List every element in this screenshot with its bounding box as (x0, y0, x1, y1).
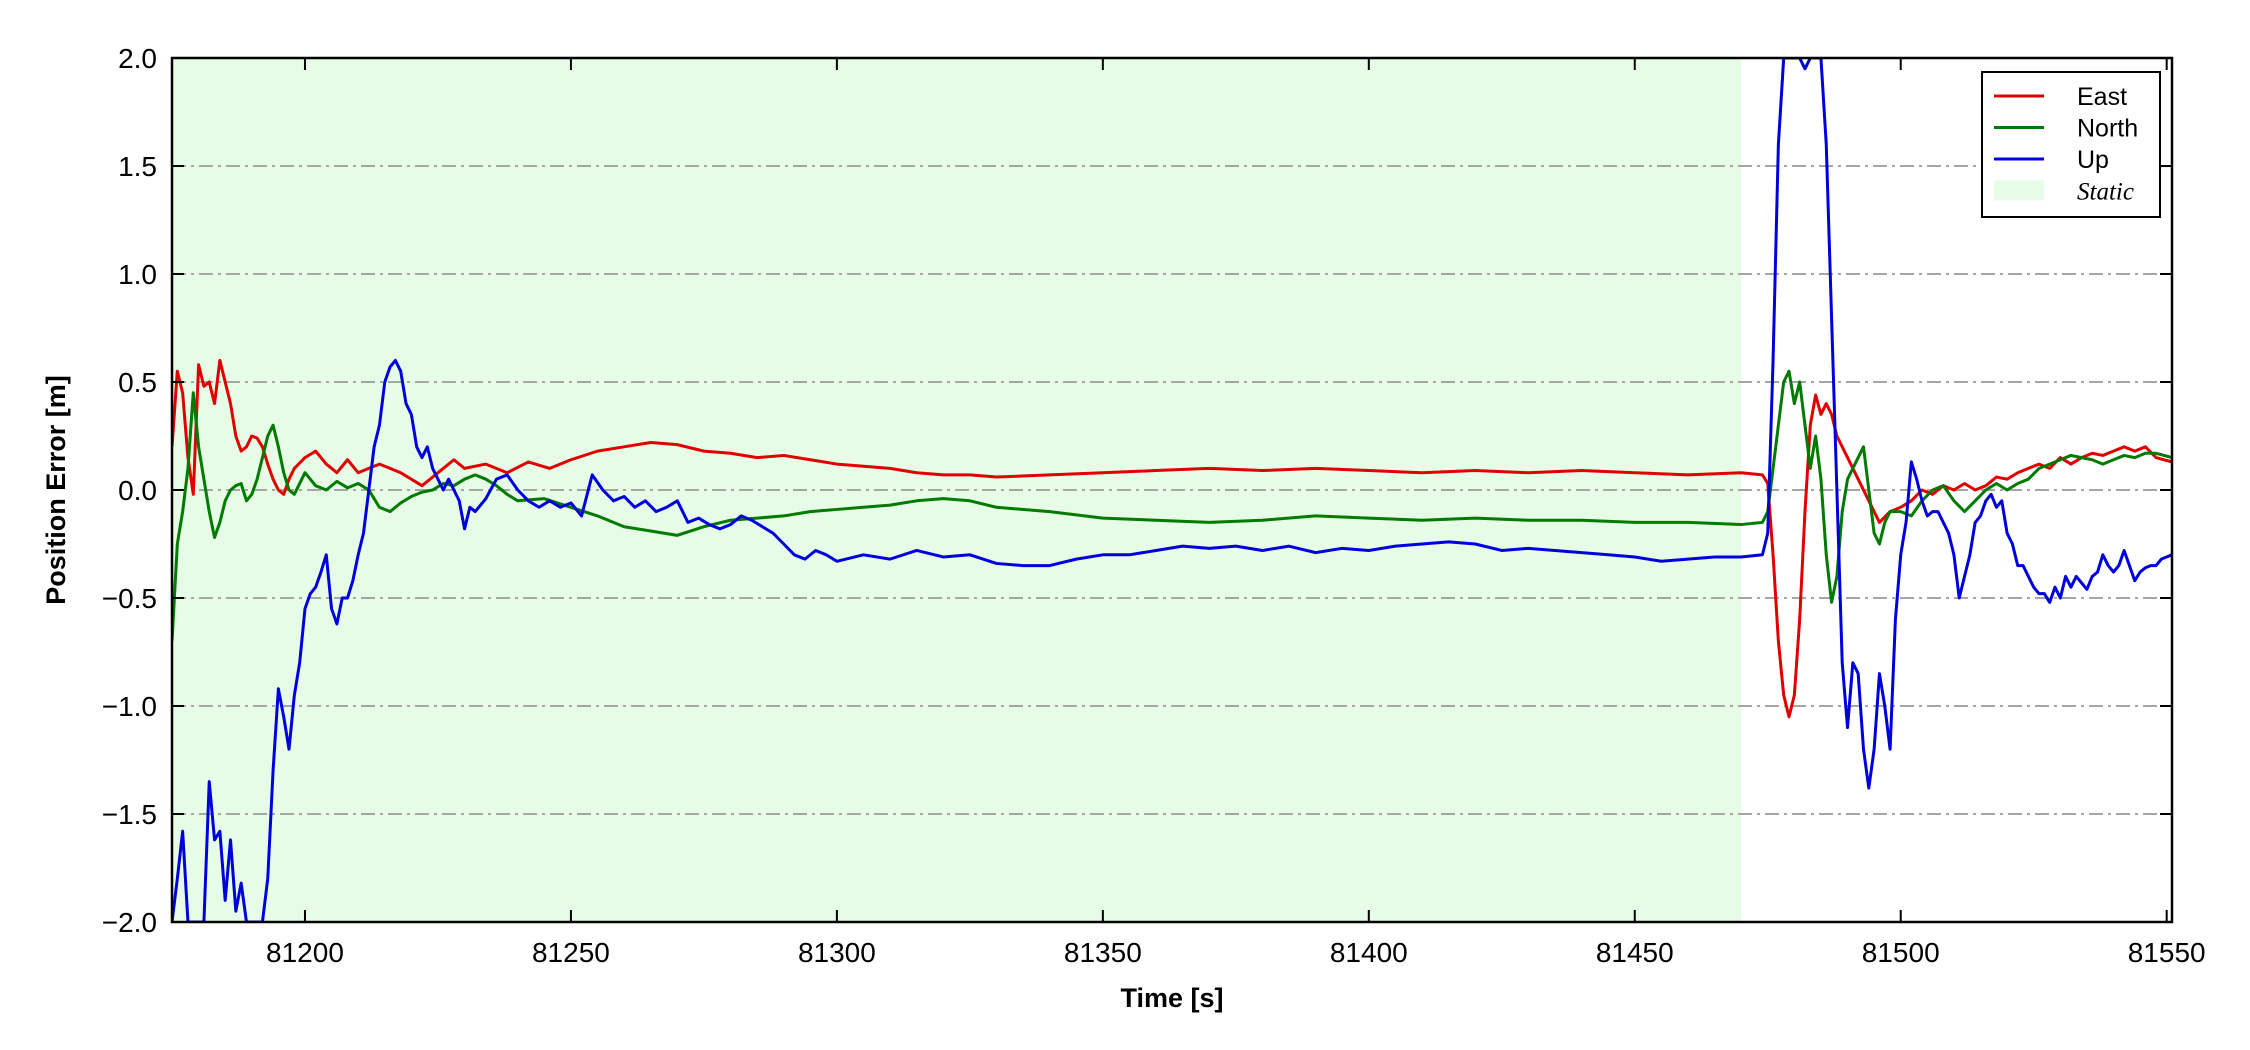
y-tick-label: 1.0 (118, 259, 157, 290)
series-line-up (172, 58, 2172, 922)
legend-swatch-static (1994, 180, 2044, 201)
y-tick-label: 0.0 (118, 475, 157, 506)
legend-label-up: Up (2077, 146, 2109, 174)
y-tick-label: 1.5 (118, 151, 157, 182)
x-tick-label: 81500 (1862, 937, 1940, 968)
x-axis-title: Time [s] (1120, 983, 1223, 1013)
gridlines (172, 165, 2172, 815)
x-tick-label: 81200 (266, 937, 344, 968)
x-tick-label: 81550 (2128, 937, 2206, 968)
series-lines (172, 58, 2172, 922)
y-tick-label: −1.5 (102, 799, 157, 830)
series-line-north (172, 369, 2172, 642)
y-tick-label: −1.0 (102, 691, 157, 722)
x-tick-label: 81250 (532, 937, 610, 968)
x-tick-label: 81450 (1596, 937, 1674, 968)
y-tick-label: 2.0 (118, 43, 157, 74)
x-tick-label: 81400 (1330, 937, 1408, 968)
y-tick-label: −2.0 (102, 907, 157, 938)
legend: East North Up Static (1981, 71, 2161, 218)
legend-label-north: North (2077, 115, 2138, 143)
y-axis-title: Position Error [m] (41, 375, 71, 605)
legend-label-static: Static (2077, 179, 2134, 206)
y-tick-label: −0.5 (102, 583, 157, 614)
legend-label-east: East (2077, 83, 2127, 111)
series-line-east (172, 358, 2172, 719)
x-tick-label: 81350 (1064, 937, 1142, 968)
y-axis-ticks: −2.0 −1.5 −1.0 −0.5 0.0 0.5 1.0 1.5 2.0 (102, 43, 2172, 938)
x-axis-ticks: 81200 81250 81300 81350 81400 81450 81500 81550 (266, 58, 2206, 968)
y-tick-label: 0.5 (118, 367, 157, 398)
x-tick-label: 81300 (798, 937, 876, 968)
